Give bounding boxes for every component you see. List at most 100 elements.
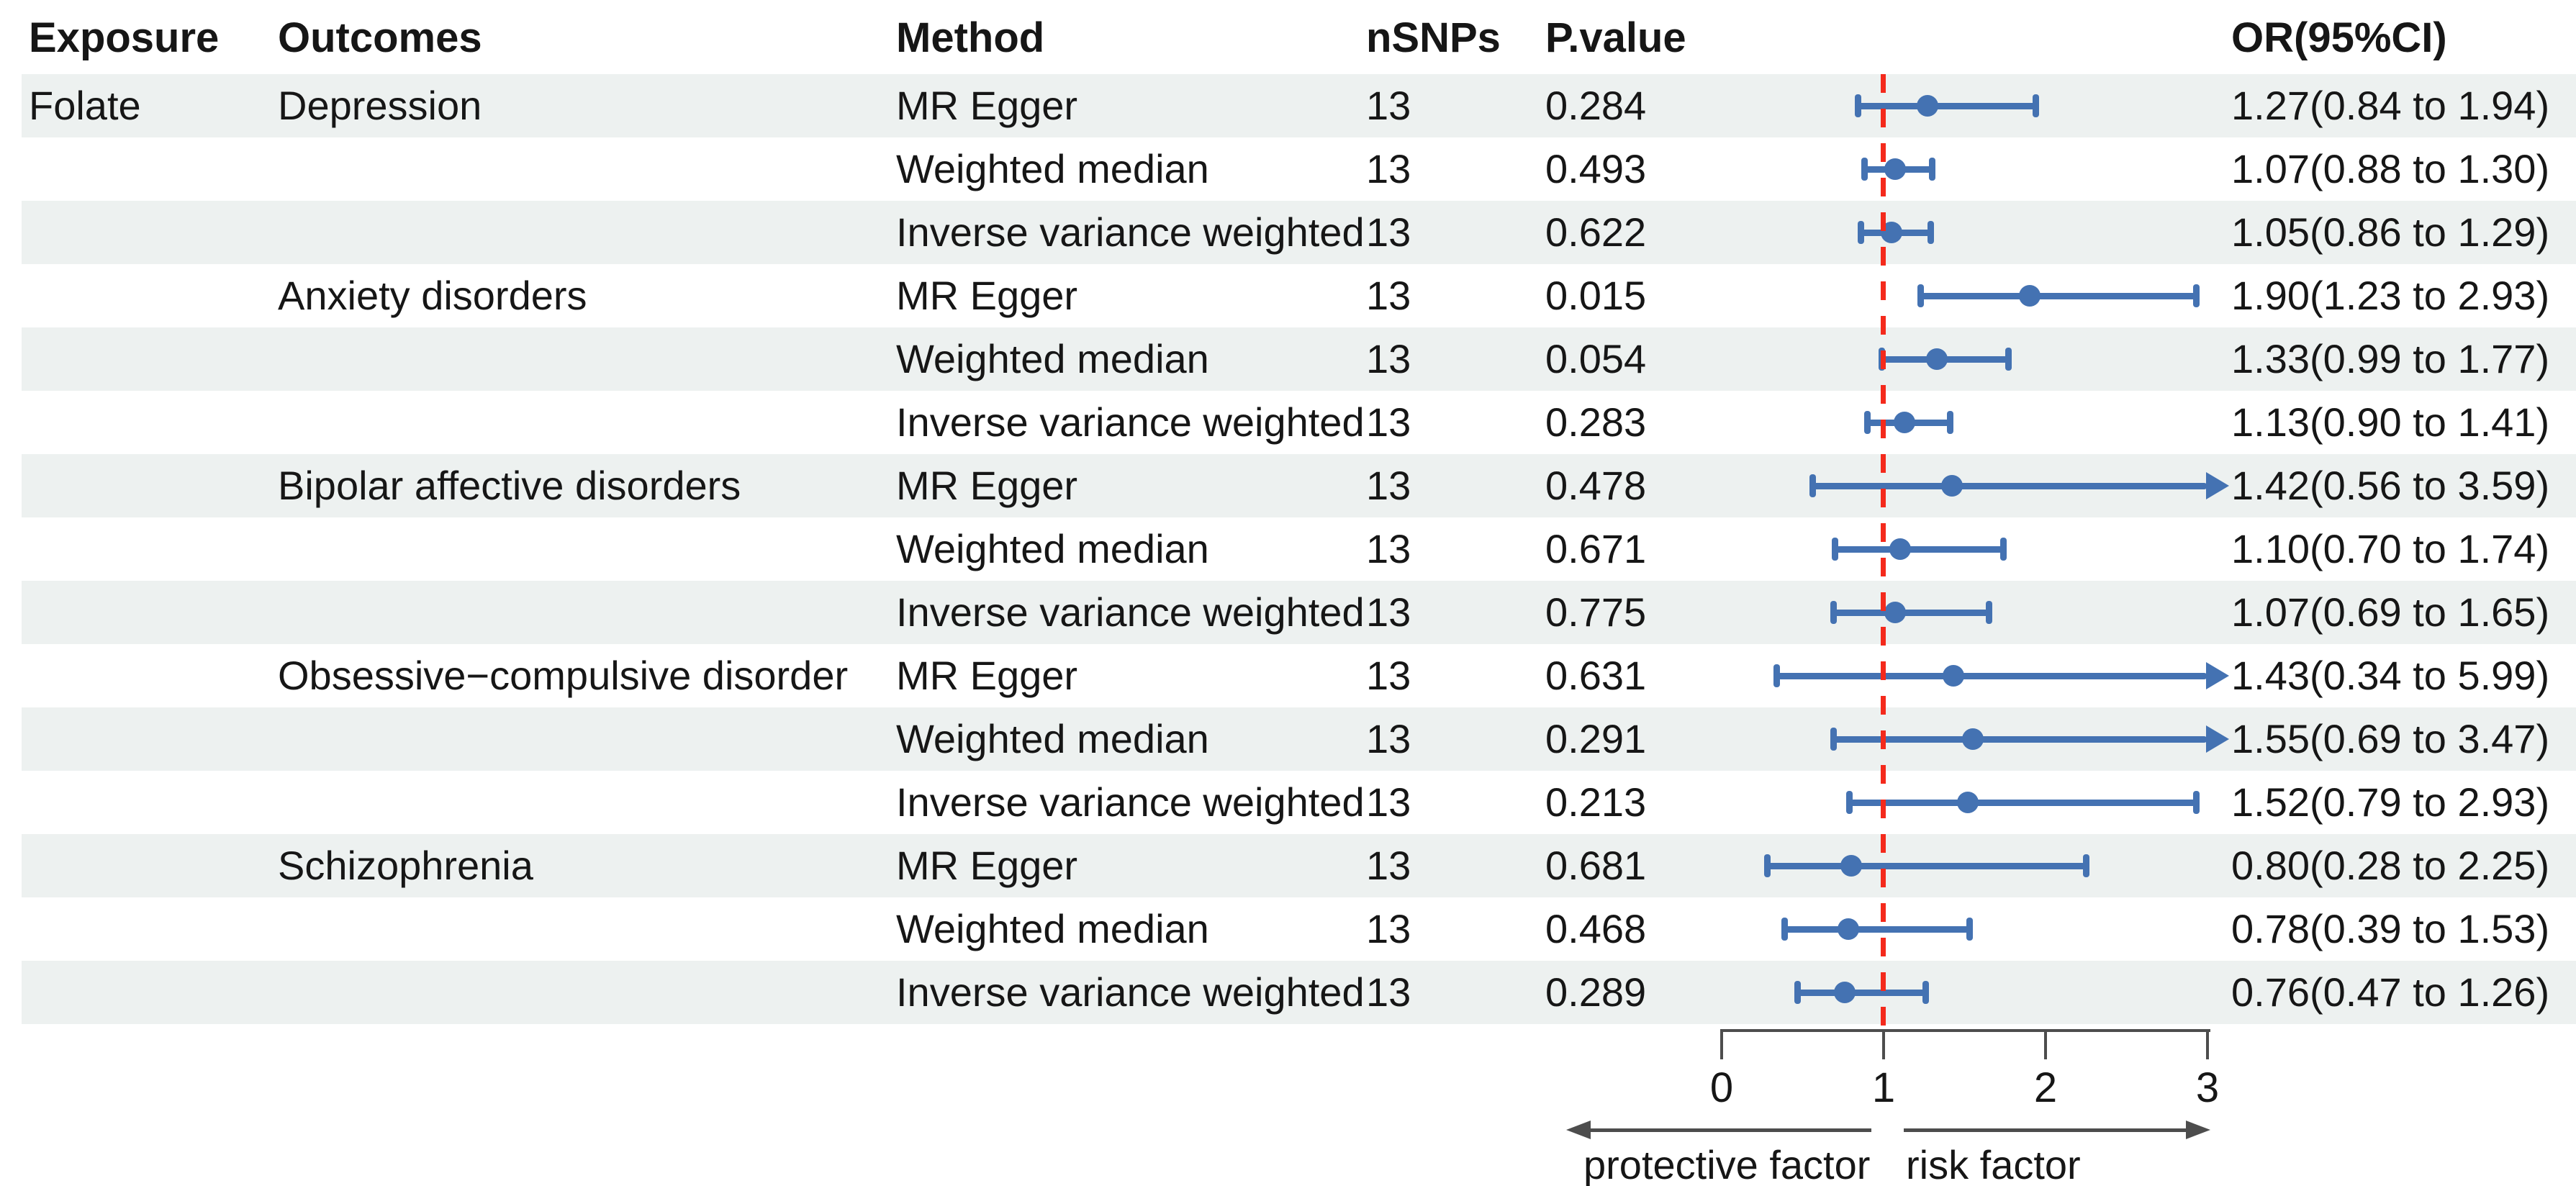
point-estimate-marker: [1916, 95, 1938, 117]
column-header-outcomes: Outcomes: [278, 14, 482, 61]
table-row: Anxiety disorders MR Egger 13 0.015 1.90(1.2…: [22, 264, 2576, 327]
cell-outcome: Anxiety disorders: [278, 273, 587, 318]
arrow-left-icon: [1566, 1121, 1591, 1139]
cell-pvalue: 0.468: [1545, 906, 1647, 951]
column-header-or-ci: OR(95%CI): [2231, 14, 2447, 61]
cell-pvalue: 0.622: [1545, 209, 1647, 255]
cell-exposure: Folate: [29, 83, 141, 128]
table-row: Obsessive−compulsive disorder MR Egger 13 0…: [22, 644, 2576, 707]
cell-method: Inverse variance weighted: [896, 779, 1365, 825]
table-row: Inverse variance weighted 13 0.622 1.05(0.8…: [22, 201, 2576, 264]
cell-method: Weighted median: [896, 146, 1209, 191]
cell-pvalue: 0.478: [1545, 463, 1647, 508]
ci-cap-right: [1927, 221, 1934, 244]
ci-bar: [1797, 989, 1926, 996]
cell-or-ci: 1.42(0.56 to 3.59): [2231, 463, 2550, 508]
ci-bar: [1776, 672, 2207, 679]
cell-nsnps: 13: [1366, 716, 1411, 761]
ci-bar: [1833, 735, 2207, 743]
table-row: Inverse variance weighted 13 0.289 0.76(0.4…: [22, 961, 2576, 1024]
x-axis-tick: [2206, 1029, 2209, 1059]
cell-pvalue: 0.671: [1545, 526, 1647, 571]
cell-nsnps: 13: [1366, 906, 1411, 951]
ci-cap-left: [1864, 411, 1871, 434]
cell-pvalue: 0.284: [1545, 83, 1647, 128]
ci-cap-right: [2192, 791, 2200, 814]
table-row: Weighted median 13 0.671 1.10(0.70 to 1.74): [22, 517, 2576, 581]
cell-nsnps: 13: [1366, 969, 1411, 1015]
protective-arrow: [1589, 1128, 1871, 1132]
column-header-pvalue: P.value: [1545, 14, 1686, 61]
cell-nsnps: 13: [1366, 779, 1411, 825]
risk-arrow: [1904, 1128, 2186, 1132]
point-estimate-marker: [1940, 475, 1963, 497]
cell-pvalue: 0.493: [1545, 146, 1647, 191]
cell-or-ci: 1.13(0.90 to 1.41): [2231, 399, 2550, 445]
cell-nsnps: 13: [1366, 843, 1411, 888]
ci-cap-left: [1794, 981, 1802, 1004]
point-estimate-marker: [1957, 792, 1979, 813]
cell-or-ci: 1.33(0.99 to 1.77): [2231, 336, 2550, 381]
x-axis-tick-label: 1: [1871, 1064, 1896, 1111]
ci-cap-left: [1832, 538, 1838, 561]
x-axis-tick-label: 2: [2033, 1064, 2058, 1111]
cell-pvalue: 0.213: [1545, 779, 1647, 825]
table-row: Inverse variance weighted 13 0.775 1.07(0.6…: [22, 581, 2576, 644]
cell-or-ci: 0.76(0.47 to 1.26): [2231, 969, 2550, 1015]
table-row: Weighted median 13 0.054 1.33(0.99 to 1.77): [22, 327, 2576, 391]
point-estimate-marker: [1837, 918, 1859, 940]
cell-nsnps: 13: [1366, 526, 1411, 571]
cell-method: Inverse variance weighted: [896, 399, 1365, 445]
cell-nsnps: 13: [1366, 589, 1411, 635]
column-header-method: Method: [896, 14, 1045, 61]
ci-arrow-right-icon: [2206, 725, 2229, 753]
ci-arrow-right-icon: [2206, 472, 2229, 499]
protective-factor-label: protective factor: [1583, 1142, 1871, 1186]
ci-bar: [1833, 609, 1989, 616]
cell-or-ci: 1.52(0.79 to 2.93): [2231, 779, 2550, 825]
cell-or-ci: 0.80(0.28 to 2.25): [2231, 843, 2550, 888]
ci-cap-left: [1763, 854, 1771, 877]
ci-cap-right: [2000, 538, 2007, 561]
point-estimate-marker: [1840, 855, 1862, 877]
ci-cap-left: [1861, 158, 1868, 181]
ci-bar: [1849, 799, 2197, 806]
cell-pvalue: 0.054: [1545, 336, 1647, 381]
point-estimate-marker: [1884, 158, 1906, 180]
cell-method: Inverse variance weighted: [896, 969, 1365, 1015]
cell-pvalue: 0.631: [1545, 653, 1647, 698]
x-axis-line: [1722, 1029, 2210, 1032]
cell-pvalue: 0.681: [1545, 843, 1647, 888]
ci-bar: [1784, 925, 1970, 933]
cell-nsnps: 13: [1366, 463, 1411, 508]
x-axis-tick-label: 3: [2195, 1064, 2220, 1111]
cell-or-ci: 1.27(0.84 to 1.94): [2231, 83, 2550, 128]
column-header-exposure: Exposure: [29, 14, 220, 61]
x-axis-tick: [1882, 1029, 1885, 1059]
ci-cap-left: [1854, 94, 1861, 117]
risk-factor-label: risk factor: [1906, 1142, 2081, 1186]
column-header-nsnps: nSNPs: [1366, 14, 1501, 61]
point-estimate-marker: [1834, 982, 1856, 1003]
table-row: Weighted median 13 0.468 0.78(0.39 to 1.53): [22, 897, 2576, 961]
ci-bar: [1767, 862, 2087, 869]
cell-method: Weighted median: [896, 906, 1209, 951]
x-axis-tick: [1720, 1029, 1723, 1059]
reference-line: [1881, 74, 1886, 1026]
table-row: Inverse variance weighted 13 0.283 1.13(0.9…: [22, 391, 2576, 454]
cell-outcome: Schizophrenia: [278, 843, 533, 888]
ci-cap-right: [2082, 854, 2089, 877]
ci-cap-left: [1917, 284, 1925, 307]
point-estimate-marker: [1884, 602, 1906, 623]
cell-or-ci: 1.07(0.88 to 1.30): [2231, 146, 2550, 191]
cell-nsnps: 13: [1366, 653, 1411, 698]
cell-nsnps: 13: [1366, 273, 1411, 318]
ci-cap-right: [1985, 601, 1992, 624]
cell-outcome: Bipolar affective disorders: [278, 463, 741, 508]
ci-cap-right: [2033, 94, 2039, 117]
cell-method: Inverse variance weighted: [896, 209, 1365, 255]
ci-bar: [1858, 102, 2036, 109]
cell-or-ci: 1.55(0.69 to 3.47): [2231, 716, 2550, 761]
cell-nsnps: 13: [1366, 336, 1411, 381]
